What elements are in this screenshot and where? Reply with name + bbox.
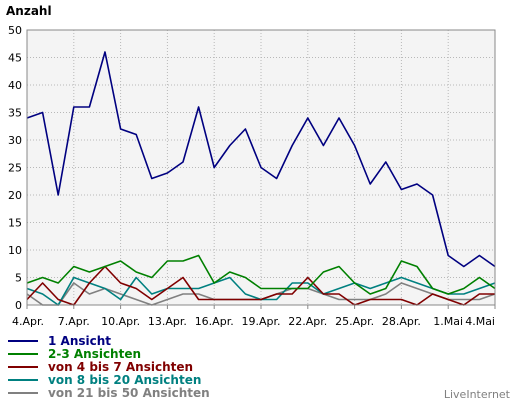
- legend-label: von 8 bis 20 Ansichten: [48, 373, 201, 387]
- y-tick-label: 0: [15, 299, 22, 312]
- y-tick-label: 5: [15, 272, 22, 285]
- y-tick-label: 50: [8, 24, 22, 37]
- legend-label: 1 Ansicht: [48, 334, 111, 348]
- y-tick-label: 35: [8, 107, 22, 120]
- legend-label: von 4 bis 7 Ansichten: [48, 360, 193, 374]
- x-tick-label: 10.Apr.: [101, 315, 140, 328]
- x-tick-label: 7.Apr.: [58, 315, 90, 328]
- x-tick-label: 4.Apr.: [12, 315, 44, 328]
- brand-label: LiveInternet: [444, 388, 511, 401]
- grid: [27, 30, 495, 305]
- x-tick-label: 25.Apr.: [335, 315, 374, 328]
- x-tick-label: 16.Apr.: [195, 315, 234, 328]
- x-tick-label: 28.Apr.: [382, 315, 421, 328]
- plot-frame: [26, 29, 496, 306]
- y-tick-label: 30: [8, 134, 22, 147]
- y-tick-label: 20: [8, 189, 22, 202]
- y-tick-label: 10: [8, 244, 22, 257]
- x-axis: 4.Apr. 7.Apr. 10.Apr. 13.Apr. 16.Apr. 19.Apr.…: [12, 305, 496, 328]
- y-tick-label: 40: [8, 79, 22, 92]
- series-line: [26, 51, 496, 268]
- y-axis-label: Anzahl: [6, 4, 52, 18]
- series-line: [26, 254, 496, 295]
- x-tick-label: 1.Mai: [433, 315, 463, 328]
- x-tick-label: 4.Mai: [465, 315, 495, 328]
- y-tick-label: 25: [8, 162, 22, 175]
- y-tick-label: 15: [8, 217, 22, 230]
- legend-label: von 21 bis 50 Ansichten: [48, 386, 210, 400]
- y-tick-label: 45: [8, 52, 22, 65]
- y-axis: 0 5 10 15 20 25 30 35 40 45 50: [8, 24, 22, 312]
- x-tick-label: 22.Apr.: [288, 315, 327, 328]
- x-tick-label: 13.Apr.: [148, 315, 187, 328]
- x-tick-label: 19.Apr.: [241, 315, 280, 328]
- legend-label: 2-3 Ansichten: [48, 347, 141, 361]
